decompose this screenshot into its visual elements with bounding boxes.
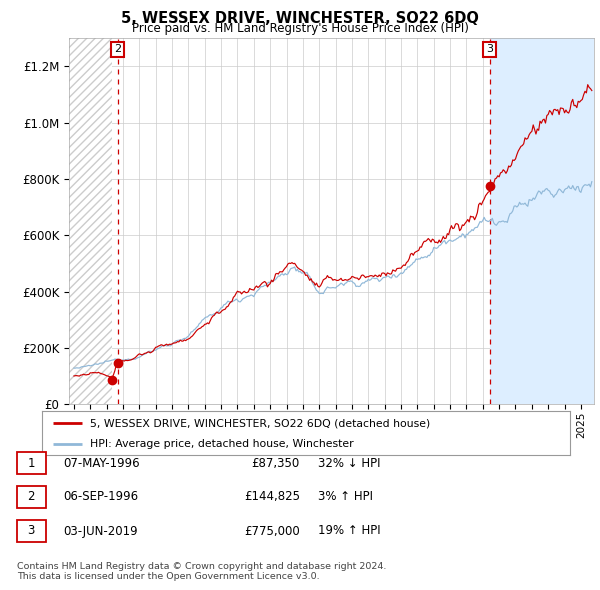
Text: 5, WESSEX DRIVE, WINCHESTER, SO22 6DQ: 5, WESSEX DRIVE, WINCHESTER, SO22 6DQ (121, 11, 479, 25)
Text: 3: 3 (486, 44, 493, 54)
Text: Price paid vs. HM Land Registry's House Price Index (HPI): Price paid vs. HM Land Registry's House … (131, 22, 469, 35)
Text: 32% ↓ HPI: 32% ↓ HPI (318, 457, 380, 470)
Text: £87,350: £87,350 (252, 457, 300, 470)
Text: 5, WESSEX DRIVE, WINCHESTER, SO22 6DQ (detached house): 5, WESSEX DRIVE, WINCHESTER, SO22 6DQ (d… (89, 418, 430, 428)
Text: HPI: Average price, detached house, Winchester: HPI: Average price, detached house, Winc… (89, 438, 353, 448)
Text: 3: 3 (28, 525, 35, 537)
Text: 19% ↑ HPI: 19% ↑ HPI (318, 525, 380, 537)
Text: 2: 2 (114, 44, 121, 54)
Text: 07-MAY-1996: 07-MAY-1996 (63, 457, 140, 470)
Text: 3% ↑ HPI: 3% ↑ HPI (318, 490, 373, 503)
Bar (490, 38, 594, 404)
Bar (69, 38, 112, 404)
Text: £775,000: £775,000 (244, 525, 300, 537)
Text: 1: 1 (28, 457, 35, 470)
Text: £144,825: £144,825 (244, 490, 300, 503)
Text: 03-JUN-2019: 03-JUN-2019 (63, 525, 137, 537)
Text: 06-SEP-1996: 06-SEP-1996 (63, 490, 138, 503)
Text: 2: 2 (28, 490, 35, 503)
Text: Contains HM Land Registry data © Crown copyright and database right 2024.
This d: Contains HM Land Registry data © Crown c… (17, 562, 386, 581)
